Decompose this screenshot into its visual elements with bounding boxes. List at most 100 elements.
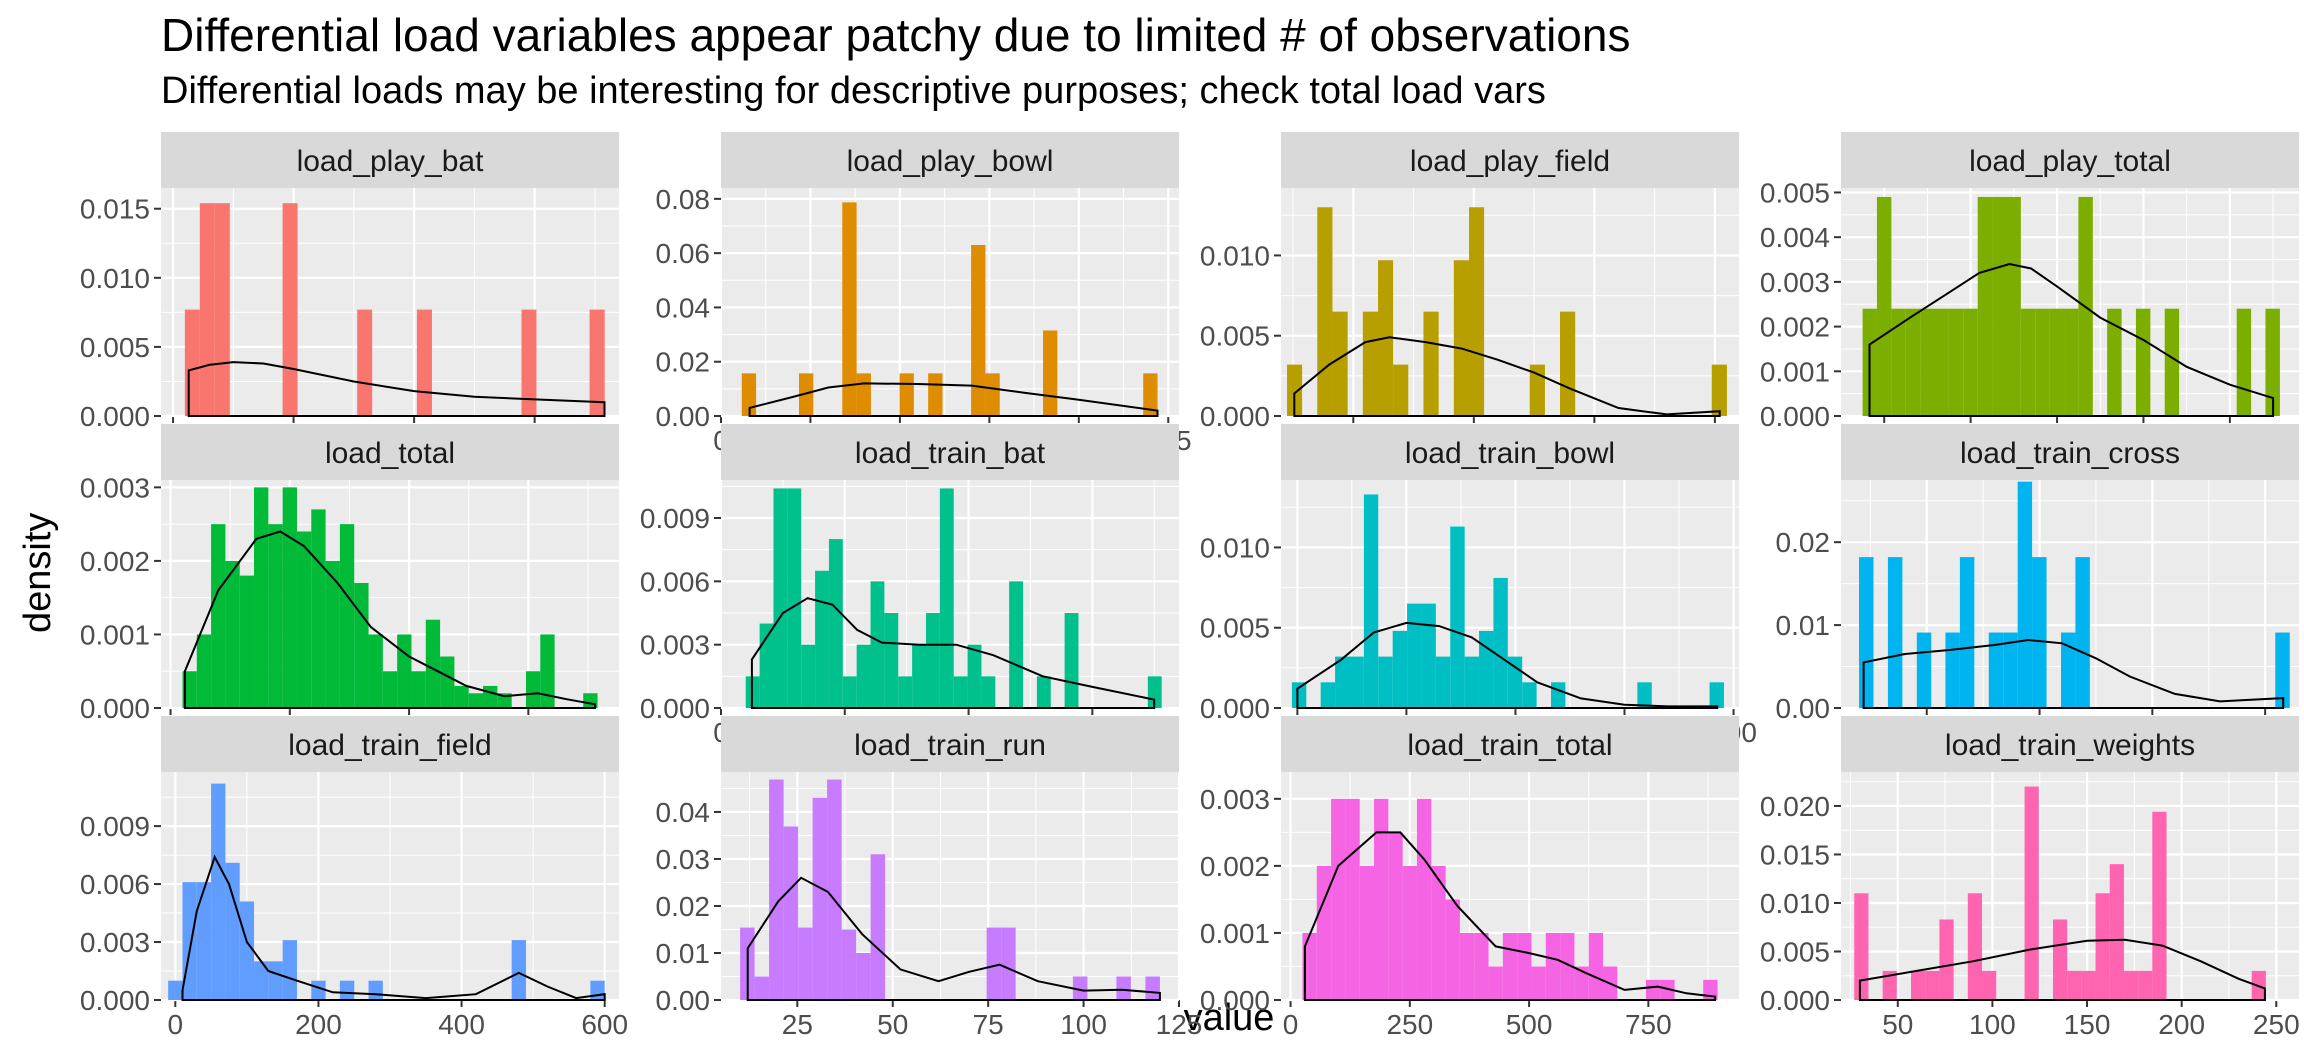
histogram-bar xyxy=(841,929,857,1000)
histogram-bar xyxy=(1522,682,1537,708)
y-tick-label: 0.020 xyxy=(1760,791,1830,822)
histogram-bar xyxy=(1920,308,1935,416)
histogram-bar xyxy=(899,373,914,416)
histogram-bar xyxy=(2064,308,2079,416)
facet-panel: load_play_total2003004005006000.0000.001… xyxy=(1760,132,2299,456)
y-tick-label: 0.009 xyxy=(80,811,150,842)
histogram-bar xyxy=(1493,577,1508,708)
y-tick-label: 0.015 xyxy=(80,194,150,225)
histogram-bar xyxy=(798,927,813,1000)
histogram-bar xyxy=(1316,865,1332,1000)
facet-strip xyxy=(1281,132,1739,188)
facet-strip-label: load_train_field xyxy=(288,729,491,762)
histogram-bar xyxy=(311,980,326,1000)
facet-panel: load_train_bat01002003000.0000.0030.0060… xyxy=(640,424,1179,748)
histogram-bar xyxy=(225,560,240,708)
density-curve xyxy=(183,530,597,709)
x-tick-label: 100 xyxy=(1060,1009,1107,1040)
panel-background xyxy=(161,188,619,416)
histogram-bar xyxy=(2052,919,2068,1000)
y-tick-label: 0.006 xyxy=(640,566,710,597)
histogram-bar xyxy=(1287,364,1303,416)
x-tick-label: 750 xyxy=(1625,1009,1672,1040)
x-tick-label: 25 xyxy=(782,1009,813,1040)
x-tick-label: 100 xyxy=(1969,1009,2016,1040)
y-tick-label: 0.02 xyxy=(656,347,711,378)
facet-panel: load_train_total 0 250 500 750 0.000 0.001 0.00… xyxy=(1200,716,1739,1040)
y-tick-label: 0.04 xyxy=(656,292,711,323)
facet-strip xyxy=(721,716,1179,772)
histogram-bar xyxy=(1423,311,1439,416)
histogram-bar xyxy=(1392,630,1408,708)
histogram-bar xyxy=(1345,798,1360,1000)
histogram-bar xyxy=(986,927,1002,1000)
facet-panel: load_play_bat01002003000.0000.0050.0100.… xyxy=(80,132,619,456)
histogram-bar xyxy=(2067,970,2082,1000)
histogram-bar xyxy=(1402,865,1417,1000)
histogram-bar xyxy=(2032,557,2047,708)
histogram-bar xyxy=(1560,932,1575,1000)
histogram-bar xyxy=(1709,682,1724,708)
facet-strip xyxy=(721,424,1179,480)
histogram-bar xyxy=(1302,932,1317,1000)
facet-strip-label: load_play_total xyxy=(1969,145,2171,178)
histogram-bar xyxy=(354,582,369,708)
x-axis-title: value xyxy=(1183,997,1275,1039)
histogram-bar xyxy=(1882,970,1897,1000)
histogram-bar xyxy=(783,826,799,1000)
facet-panel: load_play_bowl02550751001250.000.020.040… xyxy=(656,132,1192,456)
histogram-bar xyxy=(2236,308,2252,416)
histogram-bar xyxy=(967,644,982,708)
histogram-bar xyxy=(1332,311,1348,416)
y-tick-label: 0.009 xyxy=(640,503,710,534)
y-tick-label: 0.003 xyxy=(80,472,150,503)
histogram-bar xyxy=(483,685,498,708)
density-curve xyxy=(1293,336,1721,417)
facet-strip-label: load_train_bowl xyxy=(1405,437,1615,470)
x-tick-label: 200 xyxy=(2158,1009,2205,1040)
histogram-bar xyxy=(1905,308,1921,416)
histogram-bar xyxy=(787,488,802,708)
y-tick-label: 0.005 xyxy=(1760,177,1830,208)
histogram-bar xyxy=(311,509,326,708)
histogram-bar xyxy=(884,613,899,708)
facet-strip-label: load_train_weights xyxy=(1945,729,2195,762)
histogram-bar xyxy=(1469,207,1485,416)
facet-strip xyxy=(161,716,619,772)
histogram-bar xyxy=(1474,932,1489,1000)
histogram-bar xyxy=(1517,932,1532,1000)
y-tick-label: 0.000 xyxy=(640,693,710,724)
histogram-bar xyxy=(1331,798,1346,1000)
histogram-bar xyxy=(856,952,871,1000)
histogram-bar xyxy=(196,634,212,708)
histogram-bar xyxy=(1574,966,1589,1000)
histogram-bar xyxy=(1445,899,1460,1000)
histogram-bar xyxy=(282,203,298,416)
y-tick-label: 0.002 xyxy=(80,546,150,577)
histogram-bar xyxy=(2164,308,2180,416)
density-curve xyxy=(748,382,1159,417)
histogram-bar xyxy=(953,676,968,708)
histogram-bar xyxy=(425,619,441,708)
histogram-bar xyxy=(397,634,412,708)
histogram-bar xyxy=(1887,557,1903,708)
x-tick-label: 200 xyxy=(295,1009,342,1040)
histogram-bar xyxy=(199,203,215,416)
histogram-bar xyxy=(239,575,255,708)
histogram-bar xyxy=(1925,970,1940,1000)
histogram-bar xyxy=(812,797,828,1000)
histogram-bar xyxy=(282,940,297,1000)
histogram-bar xyxy=(773,488,788,708)
histogram-bar xyxy=(1948,308,1964,416)
histogram-bar xyxy=(842,676,857,708)
histogram-bar xyxy=(870,854,886,1000)
histogram-bar xyxy=(416,309,432,416)
facet-panel: load_train_cross501001502000.000.010.02 xyxy=(1776,424,2299,748)
histogram-bar xyxy=(1479,630,1494,708)
histogram-bar xyxy=(1001,927,1016,1000)
panel-background xyxy=(721,188,1179,416)
histogram-bar xyxy=(357,309,373,416)
facet-strip xyxy=(1841,424,2299,480)
histogram-bar xyxy=(468,693,484,708)
